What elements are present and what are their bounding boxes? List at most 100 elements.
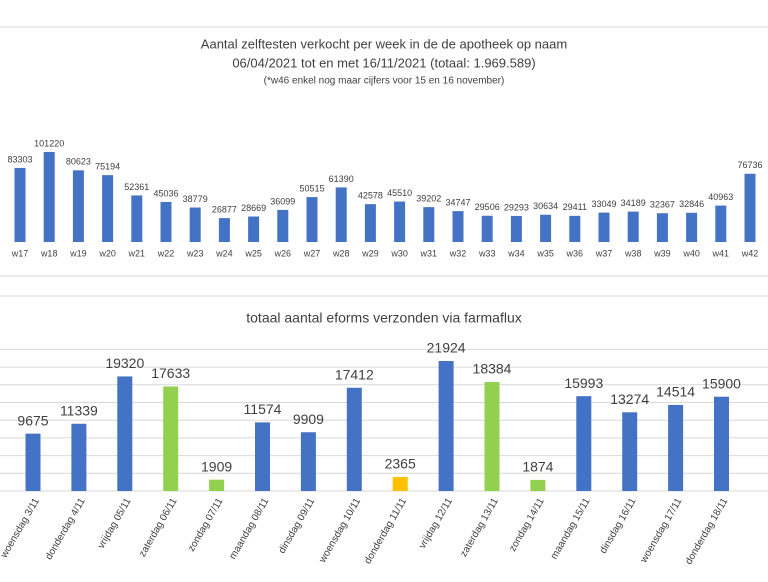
- value-label: 61390: [329, 174, 354, 184]
- x-tick-label: dinsdag 16/11: [598, 496, 639, 556]
- x-tick-label: w20: [98, 248, 116, 258]
- value-label: 32846: [679, 199, 704, 209]
- value-label: 34189: [621, 198, 646, 208]
- value-label: 45036: [153, 188, 178, 198]
- bar: [569, 215, 581, 242]
- bar: [163, 386, 179, 491]
- bar: [622, 412, 638, 491]
- value-label: 76736: [737, 160, 762, 170]
- x-tick-label: zaterdag 06/11: [137, 496, 180, 559]
- bar: [102, 175, 114, 242]
- x-tick-label: woensdag 3/11: [0, 496, 42, 561]
- chart-title: Aantal zelftesten verkocht per week in d…: [201, 36, 567, 51]
- x-tick-label: vrijdag 05/11: [96, 496, 134, 551]
- x-tick-label: w38: [624, 248, 642, 258]
- value-label: 2365: [385, 456, 416, 472]
- value-label: 36099: [270, 196, 295, 206]
- x-tick-label: woensdag 10/11: [317, 496, 364, 566]
- x-tick-label: w26: [274, 248, 292, 258]
- x-tick-label: w41: [712, 248, 730, 258]
- bar: [300, 432, 316, 491]
- x-tick-label: w27: [303, 248, 321, 258]
- value-label: 29411: [563, 202, 587, 212]
- x-tick-label: zondag 07/11: [186, 496, 226, 554]
- bar: [189, 207, 201, 242]
- x-tick-label: donderdag 11/11: [362, 496, 409, 566]
- x-tick-label: w28: [332, 248, 350, 258]
- bar: [72, 170, 84, 242]
- x-tick-label: maandag 15/11: [549, 496, 593, 561]
- value-label: 14514: [656, 384, 695, 400]
- value-label: 26877: [212, 204, 237, 214]
- bar: [209, 479, 225, 491]
- value-label: 1909: [201, 458, 232, 474]
- bar: [71, 423, 87, 491]
- value-label: 18384: [473, 361, 512, 377]
- bar: [43, 152, 55, 242]
- value-label: 52361: [124, 182, 149, 192]
- bar: [346, 387, 362, 491]
- chart-title: totaal aantal eforms verzonden via farma…: [246, 310, 521, 326]
- bar: [335, 187, 347, 242]
- x-tick-label: woensdag 17/11: [638, 496, 685, 566]
- x-tick-label: w29: [361, 248, 379, 258]
- value-label: 42578: [358, 191, 383, 201]
- x-tick-label: w24: [215, 248, 233, 258]
- bar: [540, 214, 552, 242]
- bar: [306, 197, 318, 242]
- bar: [117, 376, 133, 491]
- value-label: 29506: [475, 202, 500, 212]
- value-label: 11574: [244, 401, 282, 417]
- value-label: 30634: [533, 201, 558, 211]
- value-label: 17633: [151, 365, 190, 381]
- bar: [686, 212, 698, 242]
- bar: [364, 204, 376, 242]
- x-tick-label: w36: [566, 248, 584, 258]
- x-tick-label: zaterdag 13/11: [458, 496, 501, 559]
- value-label: 11339: [60, 402, 98, 418]
- value-label: 15900: [702, 375, 741, 391]
- bar: [438, 361, 454, 491]
- value-label: 9909: [293, 411, 324, 427]
- x-tick-label: w40: [682, 248, 700, 258]
- x-tick-label: zondag 14/11: [507, 496, 547, 554]
- bar: [510, 215, 522, 242]
- x-tick-label: w22: [157, 248, 175, 258]
- x-tick-label: w30: [390, 248, 408, 258]
- value-label: 32367: [650, 200, 675, 210]
- x-tick-label: w19: [69, 248, 87, 258]
- bar: [576, 396, 592, 491]
- value-label: 1874: [522, 459, 553, 475]
- x-tick-label: w33: [478, 248, 496, 258]
- value-label: 45510: [387, 188, 412, 198]
- x-tick-label: w25: [244, 248, 262, 258]
- x-tick-label: w32: [449, 248, 467, 258]
- value-label: 39202: [416, 194, 441, 204]
- bar: [248, 216, 260, 242]
- bar: [668, 404, 684, 491]
- bar: [392, 476, 408, 491]
- value-label: 21924: [427, 340, 466, 356]
- chart-subtitle: 06/04/2021 tot en met 16/11/2021 (totaal…: [232, 55, 535, 70]
- x-tick-label: w35: [536, 248, 554, 258]
- x-tick-label: w34: [507, 248, 525, 258]
- value-label: 38779: [183, 194, 208, 204]
- x-tick-label: maandag 08/11: [227, 496, 271, 561]
- x-tick-label: w42: [741, 248, 759, 258]
- value-label: 75194: [95, 162, 120, 172]
- x-tick-label: w17: [11, 248, 29, 258]
- x-tick-label: donderdag 4/11: [44, 496, 88, 562]
- value-label: 13274: [610, 391, 649, 407]
- x-tick-label: w23: [186, 248, 204, 258]
- x-tick-label: w31: [420, 248, 438, 258]
- bar: [484, 381, 500, 491]
- x-tick-label: dinsdag 09/11: [277, 496, 318, 556]
- value-label: 9675: [17, 412, 48, 428]
- bar: [714, 396, 729, 491]
- value-label: 83303: [7, 154, 32, 164]
- bar: [481, 215, 493, 242]
- bar: [394, 201, 406, 242]
- bar: [598, 212, 610, 242]
- value-label: 50515: [299, 183, 324, 193]
- value-label: 40963: [708, 192, 733, 202]
